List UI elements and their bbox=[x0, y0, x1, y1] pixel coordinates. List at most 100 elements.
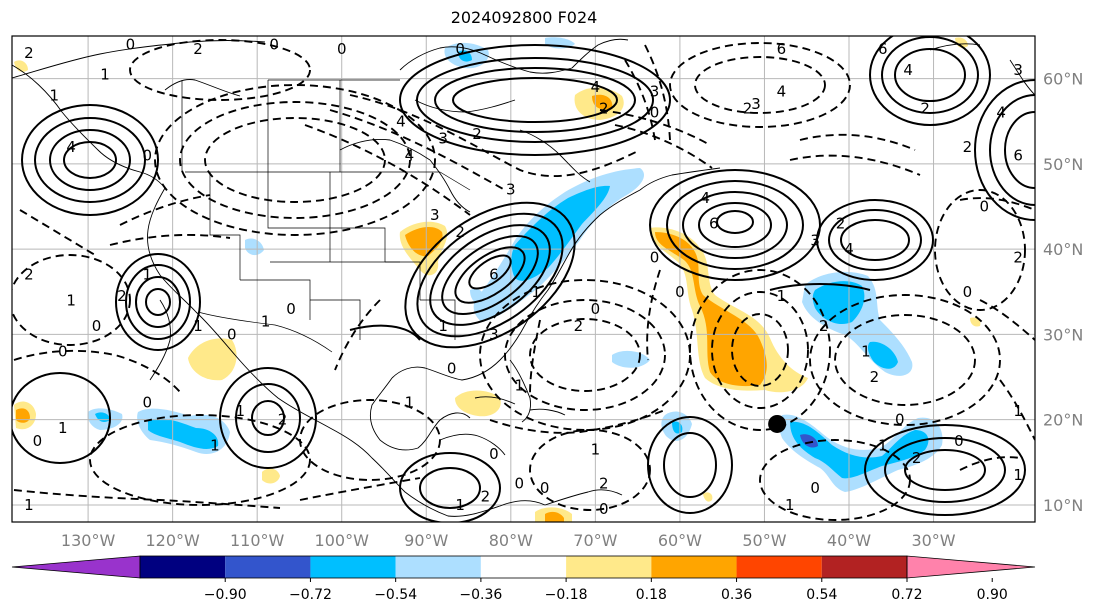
contour-label: 1 bbox=[100, 65, 110, 83]
contour-label: 0 bbox=[126, 36, 136, 54]
positive-anomaly-core bbox=[545, 511, 564, 522]
colorbar-tick-label: 0.18 bbox=[636, 587, 667, 603]
contour-label: 2 bbox=[24, 266, 34, 284]
positive-anomaly-region bbox=[262, 468, 280, 484]
colorbar-tick-label: 0.36 bbox=[721, 587, 752, 603]
contour-label: 0 bbox=[142, 394, 152, 412]
contour-label: 0 bbox=[455, 40, 465, 58]
contour-label: 2 bbox=[599, 475, 609, 493]
contour-label: 3 bbox=[438, 129, 448, 147]
contour-label: 2 bbox=[963, 138, 973, 156]
colorbar-tick-label: −0.90 bbox=[204, 587, 247, 603]
contour-label: 2 bbox=[1013, 249, 1023, 267]
colorbar-tick-label: 0.90 bbox=[977, 587, 1008, 603]
positive-anomaly-region bbox=[970, 317, 981, 327]
contour-label: 2 bbox=[455, 223, 465, 241]
contour-label: 2 bbox=[743, 99, 753, 117]
contour-label: 1 bbox=[785, 496, 795, 514]
colorbar-extend-high bbox=[906, 555, 1036, 579]
negative-anomaly-region bbox=[470, 288, 485, 304]
contour-label: 0 bbox=[963, 283, 973, 301]
contour-label: 0 bbox=[269, 36, 279, 54]
contour-label: 0 bbox=[142, 146, 152, 164]
contour-label: 4 bbox=[996, 104, 1006, 122]
contour-label: 0 bbox=[979, 198, 989, 216]
contour-label: 1 bbox=[878, 436, 888, 454]
negative-anomaly-core bbox=[867, 341, 898, 369]
positive-anomaly-region bbox=[703, 492, 713, 502]
lon-tick-label: 50°W bbox=[742, 531, 786, 550]
lon-tick-label: 120°W bbox=[145, 531, 200, 550]
colorbar-segment bbox=[566, 556, 652, 578]
contour-label: 1 bbox=[438, 317, 448, 335]
negative-anomaly-core bbox=[148, 418, 219, 449]
contour-label: 4 bbox=[66, 138, 76, 156]
contour-label: 1 bbox=[24, 496, 34, 514]
contour-label: 1 bbox=[777, 287, 787, 305]
negative-anomaly-core bbox=[812, 281, 865, 325]
contour-label: 0 bbox=[540, 479, 550, 497]
contour-label: 2 bbox=[574, 317, 584, 335]
contour-label: 2 bbox=[819, 317, 829, 335]
contour-label: 4 bbox=[700, 189, 710, 207]
contour-label: 2 bbox=[870, 368, 880, 386]
contour-label: 0 bbox=[489, 445, 499, 463]
lon-tick-label: 130°W bbox=[61, 531, 116, 550]
shaded-regions bbox=[14, 37, 981, 522]
contour-label: 4 bbox=[405, 146, 415, 164]
positive-anomaly-region bbox=[650, 227, 808, 393]
contour-label: 3 bbox=[1013, 61, 1023, 79]
colorbar-tick-label: −0.18 bbox=[545, 587, 588, 603]
lon-tick-label: 60°W bbox=[658, 531, 702, 550]
contour-label: 4 bbox=[844, 240, 854, 258]
contour-label: 3 bbox=[810, 232, 820, 250]
contour-label: 3 bbox=[650, 82, 660, 100]
contour-label: 3 bbox=[430, 206, 440, 224]
lat-tick-label: 40°N bbox=[1043, 240, 1083, 259]
colorbar-tick-label: −0.72 bbox=[289, 587, 332, 603]
contour-label: 4 bbox=[591, 78, 601, 96]
positive-anomaly-region bbox=[188, 338, 237, 381]
contour-label: 2 bbox=[117, 287, 127, 305]
contour-label: 0 bbox=[286, 300, 296, 318]
contour-label: 0 bbox=[954, 432, 964, 450]
lon-tick-label: 40°W bbox=[827, 531, 871, 550]
contour-label: 1 bbox=[405, 394, 415, 412]
colorbar: −0.90 −0.72 −0.54 −0.36 −0.18 0.18 0.36 0.54 0.7… bbox=[11, 555, 1036, 603]
contour-label: 1 bbox=[210, 436, 220, 454]
contour-label: 1 bbox=[49, 87, 59, 105]
contour-label: 2 bbox=[193, 40, 203, 58]
contour-label: 3 bbox=[506, 180, 516, 198]
colorbar-segment bbox=[651, 556, 737, 578]
lat-tick-label: 10°N bbox=[1043, 496, 1083, 515]
contour-label: 1 bbox=[531, 283, 541, 301]
contour-label: 0 bbox=[514, 475, 524, 493]
contour-label: 1 bbox=[591, 441, 601, 459]
contour-label: 0 bbox=[599, 500, 609, 518]
contour-label: 4 bbox=[777, 82, 787, 100]
solid-contours bbox=[12, 36, 1035, 522]
contour-label: 0 bbox=[591, 300, 601, 318]
contour-label: 2 bbox=[599, 99, 609, 117]
colorbar-segment bbox=[480, 556, 567, 578]
contour-label: 1 bbox=[142, 266, 152, 284]
contour-label: 0 bbox=[33, 432, 43, 450]
contour-label: 4 bbox=[396, 112, 406, 130]
colorbar-segment bbox=[736, 556, 822, 578]
contour-label: 2 bbox=[920, 99, 930, 117]
contour-label: 4 bbox=[903, 61, 913, 79]
contour-label: 1 bbox=[58, 419, 68, 437]
map-content bbox=[12, 36, 1035, 522]
negative-anomaly-deep bbox=[800, 434, 818, 448]
contour-label: 0 bbox=[650, 249, 660, 267]
colorbar-segment bbox=[310, 556, 396, 578]
contour-label: 2 bbox=[836, 215, 846, 233]
contour-label: 0 bbox=[337, 40, 347, 58]
contour-label: 0 bbox=[810, 479, 820, 497]
contour-label: 2 bbox=[278, 411, 288, 429]
colorbar-segment bbox=[821, 556, 907, 578]
contour-label: 6 bbox=[878, 40, 888, 58]
negative-anomaly-core bbox=[790, 421, 929, 479]
